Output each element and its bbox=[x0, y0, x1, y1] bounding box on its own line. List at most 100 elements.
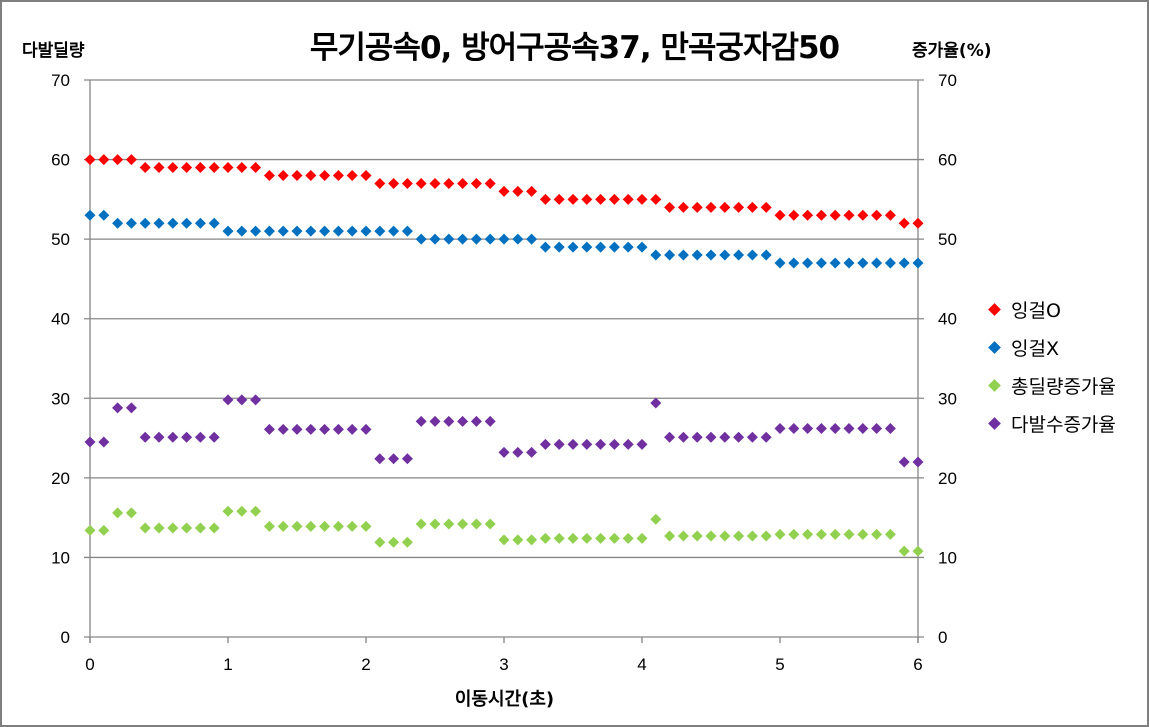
data-point bbox=[857, 423, 869, 435]
data-point bbox=[539, 532, 551, 544]
data-point bbox=[125, 217, 137, 229]
data-point bbox=[263, 423, 275, 435]
data-point bbox=[291, 520, 303, 532]
data-point bbox=[829, 257, 841, 269]
legend: 잉걸O 잉걸X 총딜량증가율 다발수증가율 bbox=[986, 290, 1116, 442]
data-point bbox=[443, 415, 455, 427]
data-point bbox=[526, 233, 538, 245]
data-point bbox=[512, 233, 524, 245]
x-tick-label: 1 bbox=[223, 655, 232, 674]
series-총딜량증가율 bbox=[84, 505, 924, 557]
data-point bbox=[319, 169, 331, 181]
data-point bbox=[250, 505, 262, 517]
data-point bbox=[912, 545, 924, 557]
data-point bbox=[567, 438, 579, 450]
data-point bbox=[664, 431, 676, 443]
data-point bbox=[470, 233, 482, 245]
data-point bbox=[153, 522, 165, 534]
data-point bbox=[857, 257, 869, 269]
data-point bbox=[512, 534, 524, 546]
data-point bbox=[760, 530, 772, 542]
data-point bbox=[153, 217, 165, 229]
data-point bbox=[194, 162, 206, 174]
data-point bbox=[884, 257, 896, 269]
data-point bbox=[705, 530, 717, 542]
data-point bbox=[788, 423, 800, 435]
data-point bbox=[539, 438, 551, 450]
data-point bbox=[664, 530, 676, 542]
data-point bbox=[498, 446, 510, 458]
data-point bbox=[401, 536, 413, 548]
data-point bbox=[139, 431, 151, 443]
data-point bbox=[857, 528, 869, 540]
data-point bbox=[222, 162, 234, 174]
y2-tick-label: 30 bbox=[938, 389, 957, 408]
data-point bbox=[222, 505, 234, 517]
data-point bbox=[774, 423, 786, 435]
data-point bbox=[884, 528, 896, 540]
data-point bbox=[677, 530, 689, 542]
diamond-marker-icon bbox=[988, 340, 1001, 354]
diamond-marker-icon bbox=[988, 378, 1001, 392]
data-point bbox=[484, 233, 496, 245]
data-point bbox=[526, 185, 538, 197]
data-point bbox=[733, 249, 745, 261]
data-point bbox=[250, 394, 262, 406]
data-point bbox=[829, 423, 841, 435]
data-point bbox=[746, 201, 758, 213]
series-잉걸O bbox=[84, 154, 924, 229]
data-point bbox=[263, 520, 275, 532]
data-point bbox=[374, 536, 386, 548]
data-point bbox=[802, 528, 814, 540]
data-point bbox=[567, 532, 579, 544]
data-point bbox=[581, 532, 593, 544]
data-point bbox=[871, 209, 883, 221]
data-point bbox=[388, 453, 400, 465]
data-point bbox=[125, 154, 137, 166]
data-point bbox=[815, 423, 827, 435]
data-point bbox=[912, 217, 924, 229]
data-point bbox=[401, 225, 413, 237]
data-point bbox=[815, 209, 827, 221]
data-point bbox=[319, 423, 331, 435]
data-point bbox=[167, 217, 179, 229]
data-point bbox=[581, 241, 593, 253]
data-point bbox=[898, 257, 910, 269]
data-point bbox=[250, 225, 262, 237]
data-point bbox=[774, 209, 786, 221]
data-point bbox=[457, 518, 469, 530]
y2-tick-label: 10 bbox=[938, 548, 957, 567]
data-point bbox=[332, 225, 344, 237]
series-다발수증가율 bbox=[84, 394, 924, 468]
data-point bbox=[526, 446, 538, 458]
data-point bbox=[346, 225, 358, 237]
data-point bbox=[443, 177, 455, 189]
data-point bbox=[388, 177, 400, 189]
data-point bbox=[250, 162, 262, 174]
data-point bbox=[884, 209, 896, 221]
data-point bbox=[788, 257, 800, 269]
legend-item: 다발수증가율 bbox=[986, 404, 1116, 442]
data-point bbox=[595, 193, 607, 205]
data-point bbox=[829, 209, 841, 221]
data-point bbox=[332, 423, 344, 435]
data-point bbox=[567, 193, 579, 205]
data-point bbox=[691, 530, 703, 542]
data-point bbox=[263, 169, 275, 181]
x-tick-label: 4 bbox=[637, 655, 646, 674]
data-point bbox=[305, 225, 317, 237]
data-point bbox=[484, 518, 496, 530]
data-point bbox=[401, 453, 413, 465]
data-point bbox=[484, 415, 496, 427]
data-point bbox=[512, 185, 524, 197]
data-point bbox=[664, 249, 676, 261]
data-point bbox=[332, 520, 344, 532]
data-point bbox=[167, 162, 179, 174]
data-point bbox=[553, 193, 565, 205]
data-point bbox=[581, 438, 593, 450]
y-tick-label: 70 bbox=[51, 71, 70, 90]
data-point bbox=[774, 257, 786, 269]
data-point bbox=[277, 225, 289, 237]
data-point bbox=[98, 524, 110, 536]
data-point bbox=[194, 522, 206, 534]
